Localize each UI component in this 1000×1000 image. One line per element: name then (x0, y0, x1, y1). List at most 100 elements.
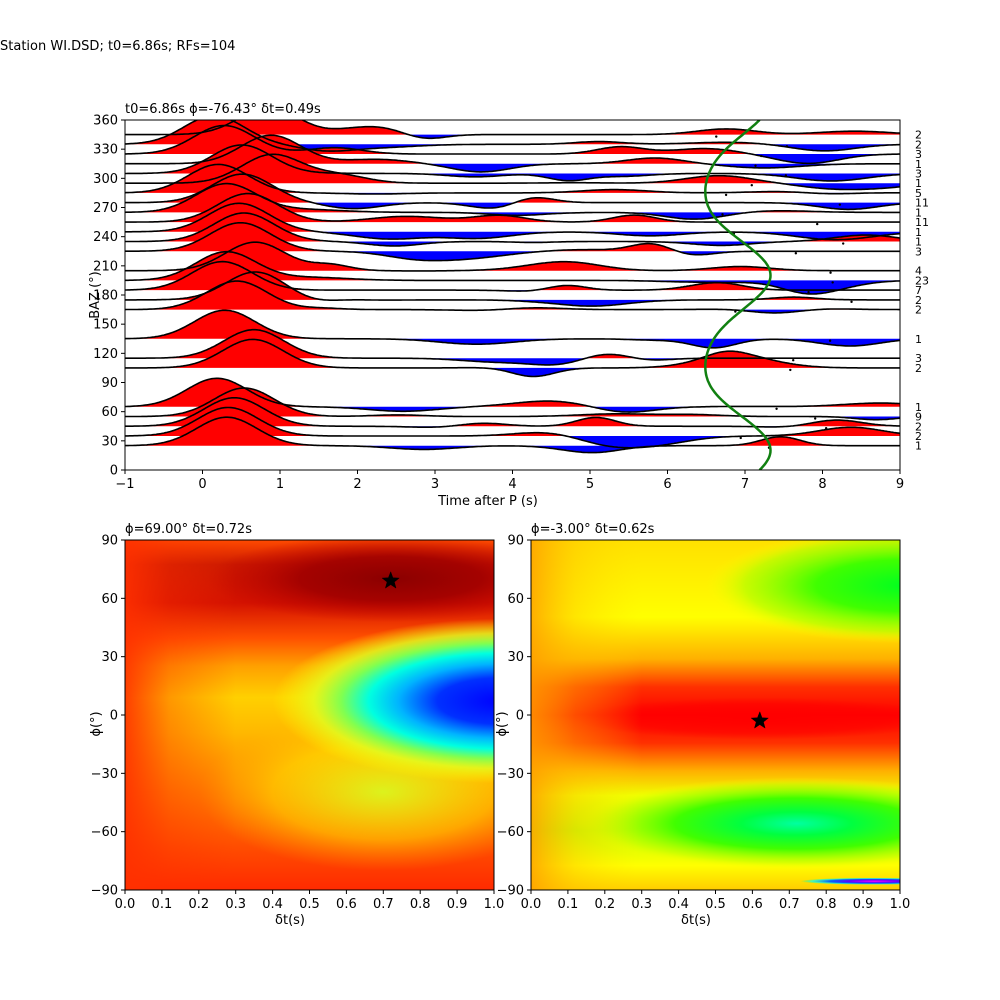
rf-xtick-label: 2 (353, 477, 361, 492)
rf-ytick-label: 330 (93, 143, 118, 158)
rf-positive-fill (125, 329, 900, 359)
rf-negative-fill (125, 202, 900, 210)
rf-xtick-label: −1 (115, 477, 134, 492)
rf-trace (125, 377, 900, 413)
heatmap-right: ϕ=-3.00° δt=0.62s 0.0 0.1 0.2 0.3 0.4 0.5 0.6 0… (495, 522, 910, 928)
rf-trace (125, 250, 900, 295)
heatmap-right-ytick-label: 30 (507, 650, 524, 665)
heatmap-right-xtick-label: 0.5 (705, 897, 726, 912)
rf-bin-count: 1 (915, 440, 922, 453)
heatmap-right-ytick-label: 0 (516, 709, 524, 724)
rf-positive-fill (125, 154, 900, 184)
rf-bin-count: 3 (915, 352, 922, 365)
rf-xtick-label: 4 (508, 477, 516, 492)
rf-trace (125, 212, 900, 247)
rf-ytick-label: 150 (93, 318, 118, 333)
rf-trace (125, 124, 900, 165)
rf-trace (125, 153, 900, 191)
heatmap-right-xtick-label: 0.6 (742, 897, 763, 912)
rf-time-marker (754, 164, 757, 167)
rf-bin-count: 23 (915, 274, 929, 287)
rf-positive-fill (125, 378, 900, 407)
heatmap-right-ytick-label: 60 (507, 592, 524, 607)
rf-time-marker (831, 281, 834, 284)
rf-time-marker (724, 193, 728, 197)
rf-ytick-label: 30 (101, 434, 118, 449)
rf-ytick-label: 360 (93, 114, 118, 129)
rf-positive-fill (125, 222, 900, 252)
heatmap-left-xtick-label: 0.4 (262, 897, 283, 912)
heatmap-right-ticks: 0.0 0.1 0.2 0.3 0.4 0.5 0.6 0.7 0.8 0.9 1.0 −90 −60 −… (497, 534, 911, 913)
heatmap-left-xtick-label: 0.8 (410, 897, 431, 912)
figure-title: Station WI.DSD; t0=6.86s; RFs=104 (0, 39, 235, 54)
rf-trace (125, 406, 900, 449)
heatmap-left-xtick-label: 0.9 (447, 897, 468, 912)
rf-trace (125, 222, 900, 262)
rf-ytick-label: 180 (93, 289, 118, 304)
rf-time-marker (816, 222, 819, 226)
rf-bin-count: 3 (915, 148, 922, 161)
rf-xtick-label: 0 (198, 477, 206, 492)
heatmap-right-ytick-label: −60 (497, 825, 524, 840)
rf-trace (125, 387, 900, 421)
heatmap-left-ytick-label: 0 (110, 709, 118, 724)
rf-trace (125, 202, 900, 241)
rf-bin-count: 1 (915, 236, 922, 249)
rf-time-marker (828, 339, 832, 342)
rf-time-marker (784, 174, 788, 177)
rf-trace (125, 416, 900, 454)
heatmap-left-ytick-label: −60 (91, 825, 118, 840)
rf-trace (125, 163, 900, 195)
rf-time-marker (829, 271, 832, 274)
rf-trace (125, 120, 900, 140)
heatmap-left-ylabel: ϕ(°) (89, 711, 104, 736)
rf-bin-count: 1 (915, 177, 922, 190)
heatmap-right-ylabel: ϕ(°) (495, 711, 510, 736)
heatmap-left-xtick-label: 0.1 (152, 897, 173, 912)
heatmap-left-xtick-label: 0.2 (188, 897, 209, 912)
heatmap-right-best-star (750, 711, 769, 729)
rf-positive-fill (125, 183, 900, 213)
rf-trace (125, 134, 900, 173)
rf-positive-fill (125, 417, 900, 446)
rf-time-marker (789, 368, 792, 372)
heatmap-right-xtick-label: 0.2 (594, 897, 615, 912)
rf-bin-count: 4 (915, 265, 922, 278)
rf-positive-fill (125, 281, 900, 310)
heatmap-right-xtick-label: 1.0 (890, 897, 911, 912)
rf-trace (125, 397, 900, 428)
rf-trace (125, 192, 900, 223)
rf-time-marker (739, 436, 742, 440)
heatmap-left-xtick-label: 0.3 (225, 897, 246, 912)
rf-bin-count: 1 (915, 401, 922, 414)
rf-bin-count: 2 (915, 362, 922, 375)
rf-xtick-label: 1 (276, 477, 284, 492)
rf-xtick-label: 7 (741, 477, 749, 492)
heatmap-right-title: ϕ=-3.00° δt=0.62s (531, 522, 655, 537)
rf-xtick-label: 8 (818, 477, 826, 492)
rf-trace (125, 241, 900, 272)
rf-traces (125, 120, 900, 470)
heatmap-right-xtick-label: 0.1 (558, 897, 579, 912)
rf-trace (125, 260, 900, 292)
heatmap-left-title: ϕ=69.00° δt=0.72s (125, 522, 252, 537)
rf-ylabel: BAZ (°) (88, 271, 103, 319)
rf-bin-count: 7 (915, 284, 922, 297)
rf-positive-fill (125, 125, 900, 154)
rf-time-marker (759, 154, 763, 158)
rf-ytick-label: 90 (101, 376, 118, 391)
heatmap-right-xlabel: δt(s) (681, 913, 711, 928)
rf-time-marker (807, 290, 810, 294)
rf-bin-count: 2 (915, 138, 922, 151)
rf-bin-count: 11 (915, 216, 929, 229)
rf-time-marker (850, 300, 853, 304)
heatmap-left: ϕ=69.00° δt=0.72s 0.0 0.1 0.2 0.3 0.4 0.5 0.6 0… (89, 522, 504, 928)
rf-positive-fill (125, 120, 900, 135)
rf-trace (125, 120, 900, 152)
heatmap-left-xlabel: δt(s) (275, 913, 305, 928)
rf-bin-count: 3 (915, 167, 922, 180)
rf-xtick-label: 6 (663, 477, 671, 492)
heatmap-right-ytick-label: −30 (497, 767, 524, 782)
